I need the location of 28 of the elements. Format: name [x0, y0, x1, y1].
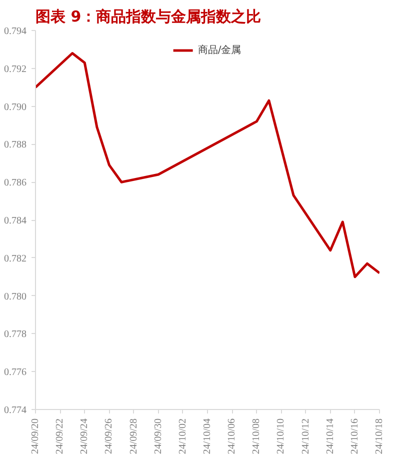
y-tick-label: 0.792	[4, 64, 26, 75]
y-tick-label: 0.788	[4, 140, 26, 151]
y-tick-label: 0.780	[4, 291, 26, 302]
x-tick-label: 24/10/14	[324, 418, 336, 454]
legend-label: 商品/金属	[198, 44, 242, 57]
x-tick-label: 24/09/20	[30, 418, 41, 454]
y-tick-label: 0.790	[4, 102, 26, 113]
x-tick-label: 24/09/28	[128, 418, 140, 454]
x-tick-label: 24/10/02	[177, 418, 188, 454]
y-tick-label: 0.794	[4, 26, 26, 37]
x-tick-label: 24/10/12	[300, 418, 312, 454]
chart-title: 图表 9：商品指数与金属指数之比	[36, 8, 262, 26]
x-tick-label: 24/09/26	[104, 418, 115, 454]
y-tick-label: 0.776	[4, 367, 26, 378]
x-tick-label: 24/10/06	[226, 418, 238, 454]
x-tick-label: 24/10/18	[374, 418, 385, 454]
x-tick-label: 24/09/24	[79, 418, 90, 454]
y-tick-label: 0.774	[4, 405, 26, 416]
x-tick-label: 24/10/16	[349, 418, 360, 454]
y-tick-label: 0.778	[4, 329, 26, 340]
y-tick-label: 0.782	[4, 253, 26, 264]
x-tick-label: 24/09/30	[152, 418, 164, 454]
y-tick-label: 0.784	[4, 216, 26, 226]
x-tick-label: 24/09/22	[54, 418, 66, 454]
x-tick-label: 24/10/08	[251, 418, 262, 454]
y-tick-label: 0.786	[4, 178, 26, 189]
x-tick-label: 24/10/04	[202, 418, 213, 454]
x-tick-label: 24/10/10	[276, 418, 287, 454]
